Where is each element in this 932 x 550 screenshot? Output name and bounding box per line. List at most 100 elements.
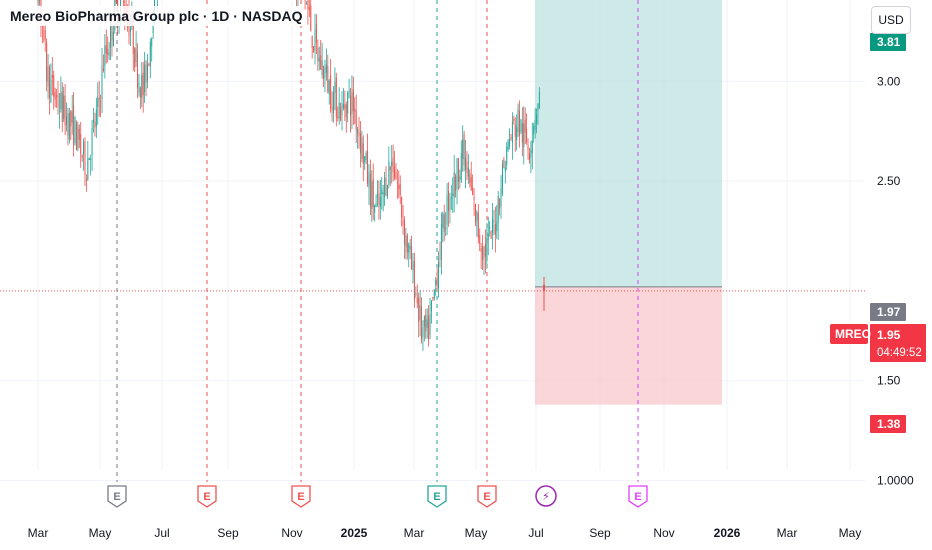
- candle: [105, 29, 107, 64]
- candle: [311, 35, 313, 59]
- candle: [422, 320, 424, 351]
- candle: [50, 63, 52, 104]
- candle: [506, 142, 508, 170]
- candle: [91, 119, 93, 171]
- earnings-event-icon[interactable]: E: [291, 485, 311, 508]
- candle: [98, 80, 100, 117]
- entry-price-label: 1.97: [870, 303, 906, 321]
- candle: [368, 164, 370, 205]
- candle: [93, 107, 94, 133]
- candle: [77, 121, 79, 152]
- earnings-event-icon[interactable]: E: [477, 485, 497, 508]
- candle: [337, 106, 339, 122]
- candle: [516, 114, 518, 151]
- candle: [409, 239, 411, 260]
- candle: [433, 289, 435, 301]
- candle: [531, 122, 533, 170]
- candle: [148, 62, 150, 67]
- candle: [357, 126, 359, 149]
- candle: [134, 46, 136, 73]
- candle: [445, 212, 447, 237]
- candle: [394, 151, 396, 181]
- earnings-event-icon[interactable]: E: [427, 485, 447, 508]
- candle: [418, 292, 420, 338]
- svg-text:E: E: [203, 491, 210, 503]
- candle: [462, 125, 464, 172]
- candle: [58, 92, 60, 129]
- candle: [416, 284, 418, 309]
- candle: [331, 91, 333, 122]
- candle: [137, 43, 139, 99]
- chart-title: Mereo BioPharma Group plc · 1D · NASDAQ: [8, 6, 305, 26]
- candle: [496, 204, 498, 240]
- candle: [413, 252, 415, 308]
- candle: [411, 235, 413, 270]
- candle: [497, 191, 499, 241]
- candle: [367, 133, 369, 187]
- svg-text:1.97: 1.97: [877, 305, 901, 319]
- currency-selector[interactable]: USD: [871, 6, 911, 34]
- candle: [517, 103, 519, 137]
- candle: [80, 121, 82, 168]
- candle: [304, 0, 306, 10]
- candle: [389, 165, 391, 187]
- profit-zone[interactable]: [535, 0, 722, 287]
- candle: [472, 174, 474, 196]
- candle: [57, 80, 59, 115]
- candle: [509, 128, 511, 150]
- candle: [536, 108, 538, 134]
- candle: [149, 38, 151, 79]
- candle: [375, 194, 377, 208]
- candle: [342, 88, 344, 111]
- split-event-icon[interactable]: ⚡: [535, 485, 557, 507]
- candle: [507, 138, 509, 152]
- x-tick-label: May: [89, 526, 112, 540]
- last-price-label: 1.95 04:49:52: [870, 324, 926, 362]
- candle: [71, 94, 73, 135]
- candle: [399, 175, 401, 205]
- candle: [480, 242, 482, 270]
- candle: [513, 115, 515, 125]
- candle: [307, 0, 309, 25]
- candle: [412, 253, 414, 284]
- candle: [391, 145, 393, 184]
- candle: [499, 198, 501, 216]
- candle: [313, 46, 315, 53]
- candle: [459, 169, 461, 189]
- candle: [46, 38, 48, 92]
- candle: [108, 42, 110, 61]
- candle: [474, 203, 476, 227]
- candle: [381, 177, 383, 210]
- candle: [135, 30, 137, 67]
- candle: [88, 157, 90, 160]
- earnings-event-icon[interactable]: E: [107, 485, 127, 508]
- earnings-event-icon[interactable]: E: [628, 485, 648, 508]
- candle: [350, 87, 352, 133]
- candle: [371, 170, 373, 222]
- candle: [438, 251, 440, 298]
- candle: [439, 241, 441, 268]
- x-tick-label: Nov: [653, 526, 674, 540]
- candle: [138, 74, 140, 97]
- candle: [87, 140, 89, 181]
- candle: [429, 298, 431, 339]
- candle: [528, 147, 530, 164]
- candle: [379, 180, 381, 220]
- candle: [60, 76, 62, 113]
- candle: [358, 117, 360, 149]
- candle: [493, 209, 495, 236]
- candle: [144, 51, 146, 103]
- candle: [386, 184, 388, 200]
- candle: [406, 233, 408, 260]
- x-tick-label: May: [839, 526, 862, 540]
- earnings-event-icon[interactable]: E: [197, 485, 217, 508]
- candle: [396, 169, 398, 199]
- candle: [100, 94, 102, 118]
- candle: [384, 171, 386, 206]
- loss-zone[interactable]: [535, 286, 722, 405]
- candle: [112, 25, 114, 47]
- candle: [107, 36, 109, 63]
- candle: [520, 118, 522, 135]
- candle: [476, 210, 478, 237]
